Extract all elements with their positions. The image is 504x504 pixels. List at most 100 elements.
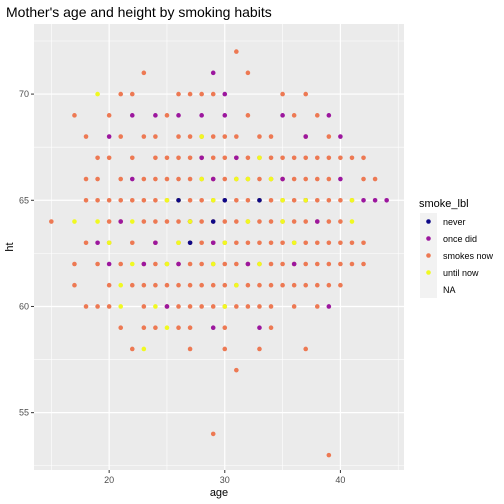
point-smokes-now xyxy=(118,176,124,182)
point-smokes-now xyxy=(141,197,147,203)
legend-key-point xyxy=(426,253,431,258)
point-smokes-now xyxy=(349,155,355,161)
point-smokes-now xyxy=(106,304,112,309)
point-smokes-now xyxy=(234,240,239,246)
point-smokes-now xyxy=(72,113,77,118)
point-once-did xyxy=(210,240,216,246)
point-smokes-now xyxy=(314,261,320,267)
point-smokes-now xyxy=(95,176,100,182)
point-smokes-now xyxy=(222,261,228,267)
point-smokes-now xyxy=(303,261,309,267)
y-tick-label: 70 xyxy=(19,89,29,99)
point-smokes-now xyxy=(72,282,77,288)
point-once-did xyxy=(372,197,378,203)
point-never xyxy=(176,197,181,203)
point-smokes-now xyxy=(118,197,124,203)
point-smokes-now xyxy=(210,91,216,97)
point-smokes-now xyxy=(349,261,355,267)
point-smokes-now xyxy=(187,282,193,288)
point-smokes-now xyxy=(106,197,112,203)
point-smokes-now xyxy=(234,219,239,224)
point-smokes-now xyxy=(222,325,228,331)
point-until-now xyxy=(141,346,147,352)
plot-panel xyxy=(34,24,404,470)
point-smokes-now xyxy=(187,91,193,97)
point-once-did xyxy=(257,325,262,331)
point-smokes-now xyxy=(234,367,239,373)
point-until-now xyxy=(210,197,216,203)
point-smokes-now xyxy=(314,176,320,182)
point-smokes-now xyxy=(338,282,343,288)
legend-title: smoke_lbl xyxy=(419,198,469,210)
point-smokes-now xyxy=(268,261,274,267)
point-smokes-now xyxy=(257,282,262,288)
point-smokes-now xyxy=(164,155,170,161)
point-smokes-now xyxy=(210,282,216,288)
point-smokes-now xyxy=(291,304,297,309)
point-once-did xyxy=(129,176,135,182)
point-smokes-now xyxy=(257,240,262,246)
point-smokes-now xyxy=(234,134,239,139)
point-smokes-now xyxy=(164,219,170,224)
point-smokes-now xyxy=(222,346,228,352)
point-until-now xyxy=(280,219,285,224)
point-smokes-now xyxy=(176,304,181,309)
point-smokes-now xyxy=(338,197,343,203)
point-smokes-now xyxy=(164,176,170,182)
point-smokes-now xyxy=(245,197,251,203)
point-until-now xyxy=(129,219,135,224)
point-until-now xyxy=(199,176,204,182)
point-until-now xyxy=(199,134,204,139)
point-until-now xyxy=(153,304,158,309)
point-until-now xyxy=(291,240,297,246)
point-smokes-now xyxy=(129,282,135,288)
point-smokes-now xyxy=(326,134,332,139)
point-once-did xyxy=(338,134,343,139)
point-once-did xyxy=(314,219,320,224)
point-smokes-now xyxy=(245,304,251,309)
point-smokes-now xyxy=(129,240,135,246)
point-smokes-now xyxy=(83,197,89,203)
point-smokes-now xyxy=(268,282,274,288)
point-smokes-now xyxy=(257,134,262,139)
point-smokes-now xyxy=(199,197,204,203)
point-smokes-now xyxy=(153,176,158,182)
point-smokes-now xyxy=(338,219,343,224)
y-tick-label: 55 xyxy=(19,408,29,418)
point-until-now xyxy=(349,197,355,203)
point-smokes-now xyxy=(349,240,355,246)
point-once-did xyxy=(199,155,204,161)
point-smokes-now xyxy=(210,431,216,437)
point-smokes-now xyxy=(234,304,239,309)
point-until-now xyxy=(210,261,216,267)
point-smokes-now xyxy=(257,346,262,352)
point-once-did xyxy=(303,134,309,139)
point-once-did xyxy=(338,176,343,182)
point-smokes-now xyxy=(106,219,112,224)
point-smokes-now xyxy=(95,261,100,267)
point-until-now xyxy=(280,197,285,203)
point-smokes-now xyxy=(234,261,239,267)
point-once-did xyxy=(222,113,228,118)
point-smokes-now xyxy=(164,113,170,118)
point-smokes-now xyxy=(338,240,343,246)
point-smokes-now xyxy=(118,91,124,97)
y-axis-ticks: 55 60 65 70 xyxy=(19,89,34,418)
point-smokes-now xyxy=(153,325,158,331)
point-once-did xyxy=(164,304,170,309)
point-smokes-now xyxy=(280,240,285,246)
point-smokes-now xyxy=(222,282,228,288)
point-smokes-now xyxy=(222,134,228,139)
point-until-now xyxy=(118,304,124,309)
point-smokes-now xyxy=(210,304,216,309)
point-smokes-now xyxy=(268,197,274,203)
point-smokes-now xyxy=(210,155,216,161)
point-smokes-now xyxy=(153,134,158,139)
point-never xyxy=(187,240,193,246)
point-smokes-now xyxy=(176,134,181,139)
point-smokes-now xyxy=(245,155,251,161)
point-smokes-now xyxy=(95,304,100,309)
point-smokes-now xyxy=(164,282,170,288)
point-smokes-now xyxy=(72,261,77,267)
point-smokes-now xyxy=(141,219,147,224)
